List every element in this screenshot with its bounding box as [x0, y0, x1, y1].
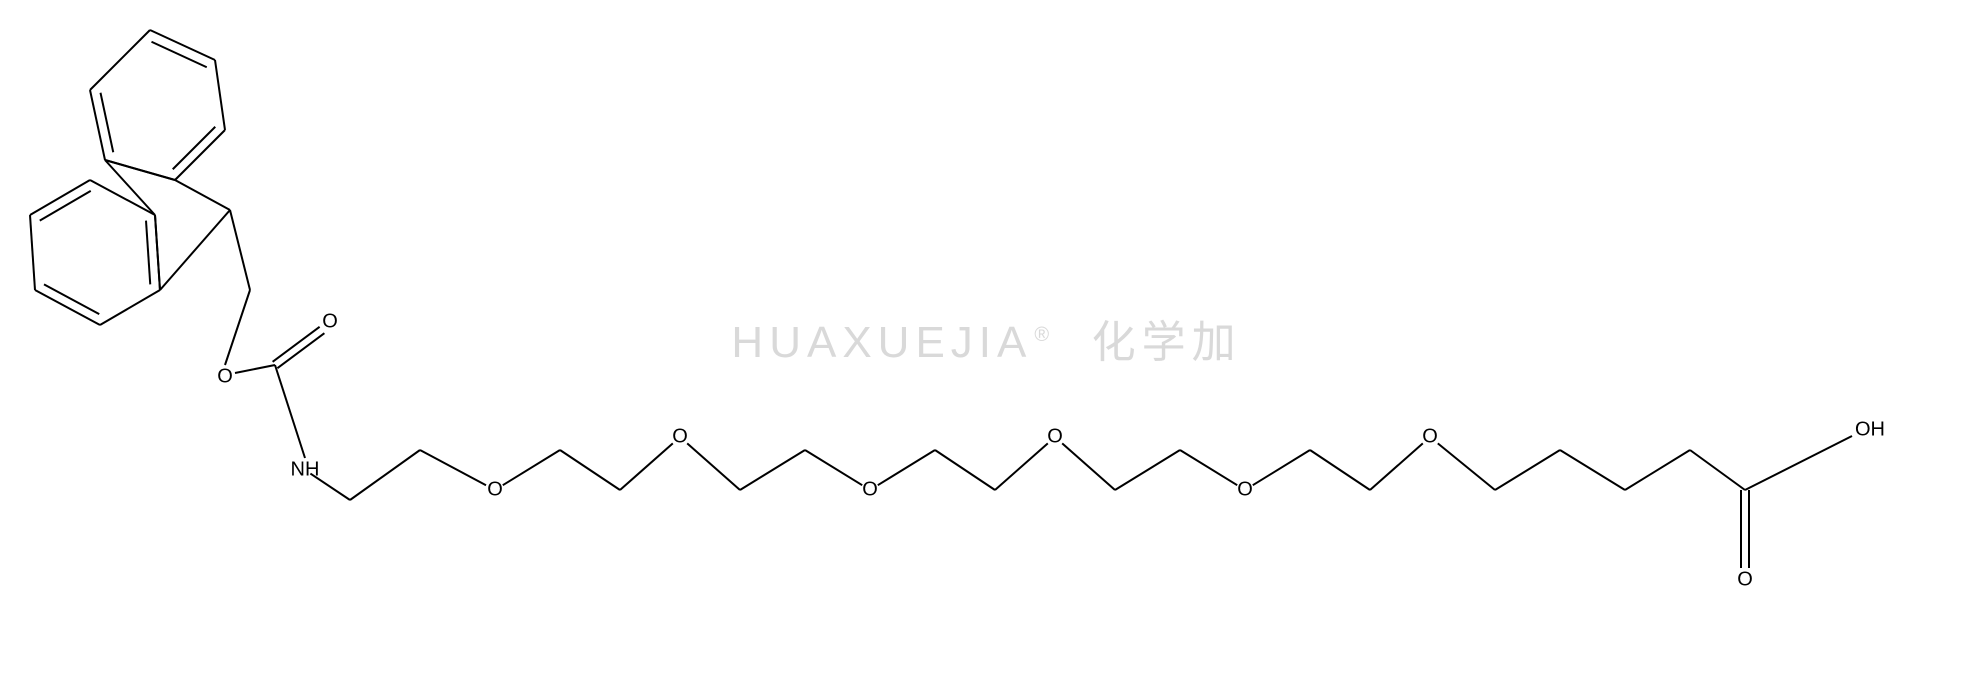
- svg-text:O: O: [217, 365, 233, 387]
- svg-text:O: O: [487, 478, 503, 500]
- svg-text:O: O: [862, 478, 878, 500]
- svg-text:O: O: [1422, 425, 1438, 447]
- svg-text:O: O: [1737, 568, 1753, 590]
- svg-text:O: O: [322, 310, 338, 332]
- svg-text:O: O: [1047, 425, 1063, 447]
- molecule-diagram: OONHOOOOOOOOH: [0, 0, 1973, 675]
- svg-text:O: O: [672, 425, 688, 447]
- svg-text:OH: OH: [1855, 418, 1885, 440]
- svg-text:O: O: [1237, 478, 1253, 500]
